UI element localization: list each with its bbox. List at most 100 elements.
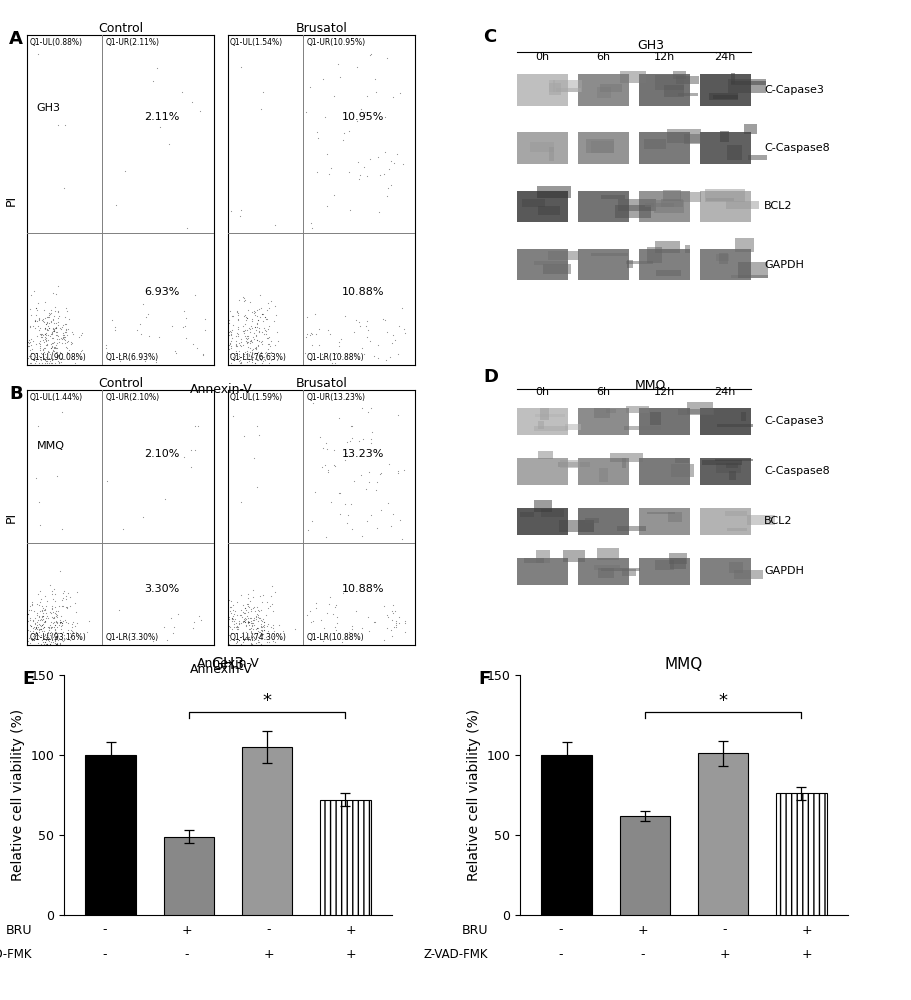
Point <box>393 85 407 101</box>
Point <box>44 313 58 329</box>
Point <box>178 318 192 334</box>
Point <box>361 474 375 490</box>
Point <box>38 629 53 645</box>
Point <box>251 323 266 339</box>
Point <box>320 146 334 162</box>
Point <box>225 611 240 627</box>
Point <box>247 355 261 371</box>
Point <box>243 620 258 636</box>
Point <box>382 161 396 177</box>
Point <box>186 614 200 630</box>
Point <box>68 624 83 640</box>
Point <box>37 634 52 650</box>
Text: Q1-UR(13.23%): Q1-UR(13.23%) <box>306 393 365 402</box>
Bar <box>746 515 774 525</box>
Point <box>27 610 42 626</box>
Point <box>54 625 68 641</box>
Point <box>242 614 257 630</box>
Point <box>28 628 43 644</box>
Point <box>50 331 65 347</box>
Point <box>261 329 276 345</box>
Point <box>261 318 276 334</box>
Point <box>38 330 53 346</box>
Point <box>68 351 83 367</box>
Point <box>388 619 403 635</box>
Point <box>253 619 268 635</box>
Point <box>31 609 46 625</box>
Point <box>333 485 347 501</box>
Point <box>46 581 61 597</box>
Point <box>245 329 260 345</box>
Point <box>60 334 75 350</box>
Point <box>249 609 263 625</box>
Point <box>72 329 87 345</box>
Point <box>75 325 89 341</box>
Point <box>51 117 66 133</box>
Point <box>35 312 49 328</box>
Point <box>229 615 243 631</box>
Point <box>263 588 278 604</box>
Point <box>189 340 204 356</box>
Bar <box>578 132 629 164</box>
Bar <box>639 558 689 585</box>
Point <box>52 308 67 324</box>
Point <box>159 632 174 648</box>
Point <box>46 609 61 625</box>
Point <box>221 312 236 328</box>
Point <box>43 340 57 356</box>
Point <box>342 123 356 139</box>
Point <box>249 322 263 338</box>
Point <box>222 336 237 352</box>
Point <box>267 350 281 366</box>
Bar <box>600 195 624 199</box>
Point <box>223 338 238 354</box>
Point <box>267 313 281 329</box>
Point <box>223 340 238 356</box>
Point <box>35 632 49 648</box>
Point <box>47 626 62 642</box>
Bar <box>699 558 750 585</box>
Point <box>98 340 113 356</box>
Point <box>36 327 51 343</box>
Point <box>244 349 259 365</box>
Point <box>247 345 261 361</box>
Point <box>241 351 256 367</box>
Point <box>30 612 45 628</box>
Bar <box>533 426 568 431</box>
Point <box>236 614 251 630</box>
Point <box>304 220 319 236</box>
Point <box>258 309 272 325</box>
Point <box>320 462 334 478</box>
Bar <box>660 199 682 207</box>
Point <box>44 634 58 650</box>
Point <box>249 351 263 367</box>
Point <box>50 303 65 319</box>
Bar <box>517 508 568 535</box>
Point <box>329 597 343 613</box>
Point <box>40 608 55 624</box>
Bar <box>662 190 680 201</box>
Point <box>21 606 36 622</box>
Point <box>251 624 266 640</box>
Bar <box>731 73 734 84</box>
Point <box>59 340 74 356</box>
Point <box>99 344 114 360</box>
Point <box>236 631 251 647</box>
Point <box>165 625 179 641</box>
Text: Q1-LL(76.63%): Q1-LL(76.63%) <box>230 353 286 362</box>
Point <box>231 335 246 351</box>
Point <box>107 319 122 335</box>
Bar <box>699 74 750 106</box>
Point <box>236 613 251 629</box>
Point <box>31 624 46 640</box>
Point <box>266 623 281 639</box>
Point <box>383 153 397 169</box>
Point <box>233 494 248 510</box>
Point <box>240 596 254 612</box>
Point <box>380 495 394 511</box>
Point <box>190 418 205 434</box>
Point <box>36 620 50 636</box>
Point <box>384 628 399 644</box>
Point <box>221 592 236 608</box>
Point <box>52 635 67 651</box>
